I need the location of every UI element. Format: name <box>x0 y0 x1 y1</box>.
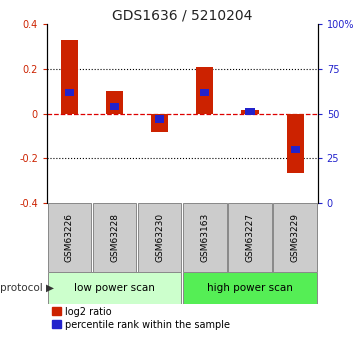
Text: protocol ▶: protocol ▶ <box>0 283 54 293</box>
Bar <box>242 110 258 114</box>
Text: GSM63230: GSM63230 <box>155 213 164 262</box>
Bar <box>200 89 209 96</box>
Bar <box>196 67 213 114</box>
Bar <box>245 108 255 116</box>
Text: GSM63229: GSM63229 <box>291 213 300 262</box>
Bar <box>291 146 300 153</box>
Bar <box>183 272 317 304</box>
Bar <box>138 203 182 272</box>
Text: GSM63228: GSM63228 <box>110 213 119 262</box>
Text: GSM63227: GSM63227 <box>245 213 255 262</box>
Text: GSM63226: GSM63226 <box>65 213 74 262</box>
Text: high power scan: high power scan <box>207 283 293 293</box>
Bar <box>106 91 123 114</box>
Bar <box>155 116 164 122</box>
Bar <box>110 103 119 110</box>
Bar <box>61 40 78 114</box>
Bar <box>65 89 74 96</box>
Bar <box>229 203 272 272</box>
Text: GSM63163: GSM63163 <box>200 213 209 262</box>
Title: GDS1636 / 5210204: GDS1636 / 5210204 <box>112 9 252 23</box>
Bar <box>287 114 304 173</box>
Bar <box>151 114 168 131</box>
Text: low power scan: low power scan <box>74 283 155 293</box>
Bar <box>93 203 136 272</box>
Bar <box>48 272 182 304</box>
Legend: log2 ratio, percentile rank within the sample: log2 ratio, percentile rank within the s… <box>52 307 230 329</box>
Bar <box>183 203 227 272</box>
Bar <box>48 203 91 272</box>
Bar <box>274 203 317 272</box>
